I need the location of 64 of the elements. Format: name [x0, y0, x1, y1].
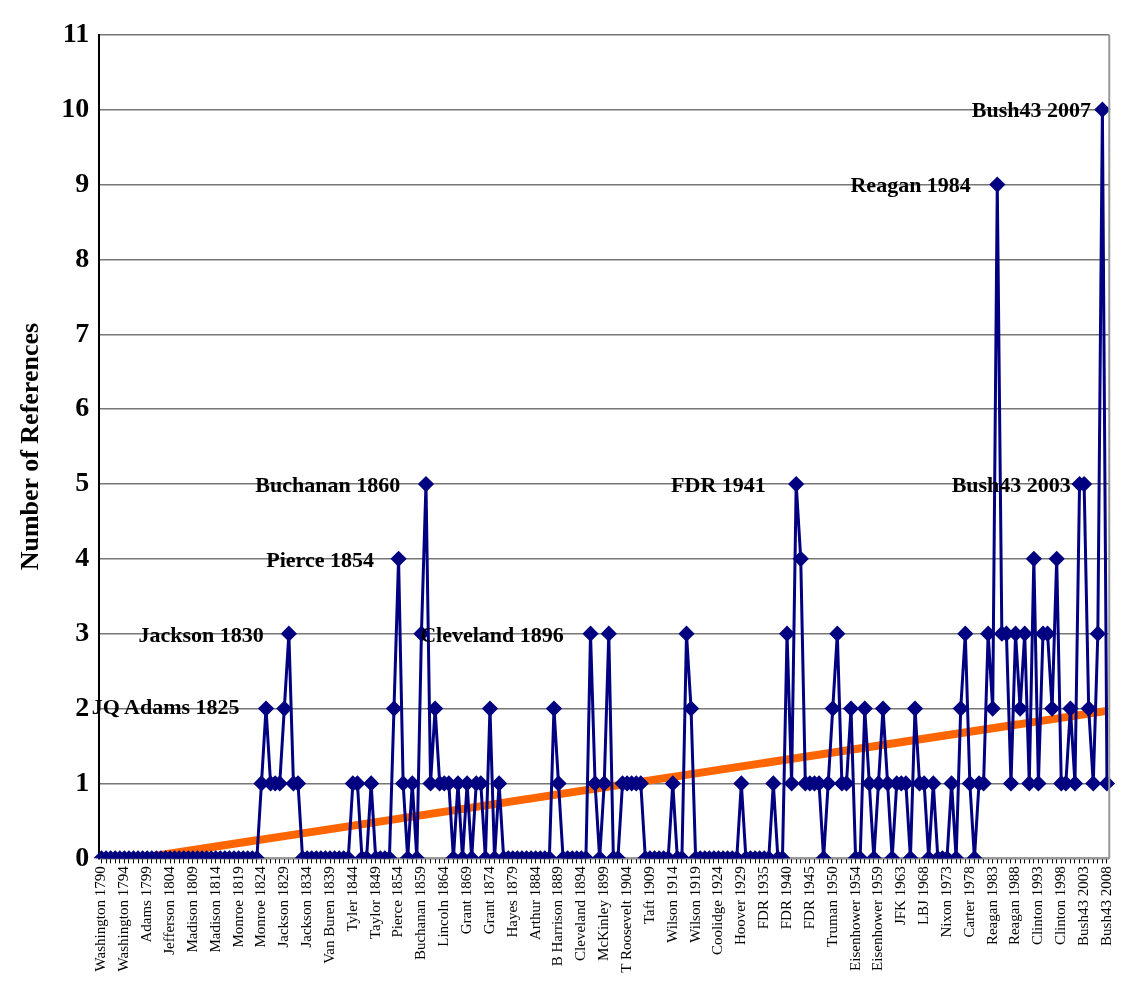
x-tick-label: Hayes 1879 [503, 866, 520, 938]
x-tick-label: Cleveland 1894 [572, 865, 589, 961]
y-tick-label: 2 [75, 690, 90, 722]
x-tick-label: Coolidge 1924 [709, 865, 726, 956]
x-tick-label: Wilson 1919 [686, 866, 703, 943]
y-tick-label: 4 [75, 541, 90, 573]
y-tick-label: 10 [61, 91, 90, 123]
x-tick-label: Monroe 1819 [229, 866, 246, 948]
y-tick-label: 6 [75, 391, 90, 423]
x-tick-label: JFK 1963 [892, 866, 909, 926]
x-tick-label: Taylor 1849 [366, 866, 383, 940]
x-tick-label: Madison 1809 [183, 866, 200, 953]
annotation: Pierce 1854 [266, 546, 374, 572]
x-tick-label: Arthur 1884 [526, 865, 543, 941]
x-tick-label: B Harrison 1889 [549, 866, 566, 967]
annotation: Reagan 1984 [850, 172, 971, 198]
x-tick-label: Jackson 1829 [275, 866, 292, 948]
x-tick-label: Clinton 1998 [1052, 866, 1069, 946]
y-axis-title: Number of References [15, 322, 45, 571]
x-tick-label: Wilson 1914 [663, 865, 680, 943]
x-tick-label: Clinton 1993 [1029, 866, 1046, 946]
x-tick-label: Tyler 1844 [343, 865, 360, 932]
x-tick-label: LBJ 1968 [915, 866, 932, 926]
x-tick-label: Grant 1869 [458, 866, 475, 935]
x-tick-label: Washington 1794 [115, 865, 132, 972]
x-tick-label: Madison 1814 [206, 865, 223, 953]
x-tick-label: Van Buren 1839 [320, 866, 337, 964]
annotation: Jackson 1830 [138, 621, 264, 647]
x-tick-label: T Roosevelt 1904 [618, 865, 635, 973]
x-tick-label: Bush43 2008 [1097, 866, 1114, 946]
x-tick-label: Bush43 2003 [1075, 866, 1092, 946]
x-tick-label: Grant 1874 [480, 865, 497, 935]
x-tick-label: Adams 1799 [138, 866, 155, 943]
x-tick-label: Monroe 1824 [252, 865, 269, 948]
x-tick-label: Buchanan 1859 [412, 866, 429, 961]
x-tick-label: Eisenhower 1959 [869, 866, 886, 971]
y-tick-label: 1 [75, 765, 90, 797]
y-tick-label: 9 [75, 166, 90, 198]
annotation: FDR 1941 [671, 471, 766, 497]
x-tick-label: Carter 1978 [960, 866, 977, 938]
annotation: Buchanan 1860 [255, 471, 401, 497]
x-tick-label: McKinley 1899 [595, 866, 612, 961]
x-tick-label: Eisenhower 1954 [846, 865, 863, 971]
x-tick-label: Lincoln 1864 [435, 865, 452, 947]
y-tick-label: 0 [75, 840, 90, 872]
x-tick-label: FDR 1935 [755, 866, 772, 930]
y-tick-label: 5 [75, 466, 90, 498]
x-tick-label: Washington 1790 [92, 866, 109, 972]
y-tick-label: 3 [75, 615, 90, 647]
x-tick-label: FDR 1940 [777, 866, 794, 930]
y-tick-label: 11 [62, 17, 90, 49]
x-tick-label: Truman 1950 [823, 866, 840, 948]
x-tick-label: Reagan 1983 [983, 866, 1000, 946]
x-tick-label: Pierce 1854 [389, 865, 406, 938]
x-tick-label: FDR 1945 [800, 866, 817, 930]
x-tick-label: Taft 1909 [640, 866, 657, 925]
y-tick-label: 8 [75, 241, 90, 273]
x-tick-label: Hoover 1929 [732, 866, 749, 946]
x-tick-label: Jefferson 1804 [160, 865, 177, 955]
y-tick-label: 7 [75, 316, 90, 348]
x-tick-label: Nixon 1973 [937, 866, 954, 938]
annotation: Bush43 2007 [971, 97, 1092, 123]
x-tick-label: Jackson 1834 [298, 865, 315, 948]
x-tick-label: Reagan 1988 [1006, 866, 1023, 946]
